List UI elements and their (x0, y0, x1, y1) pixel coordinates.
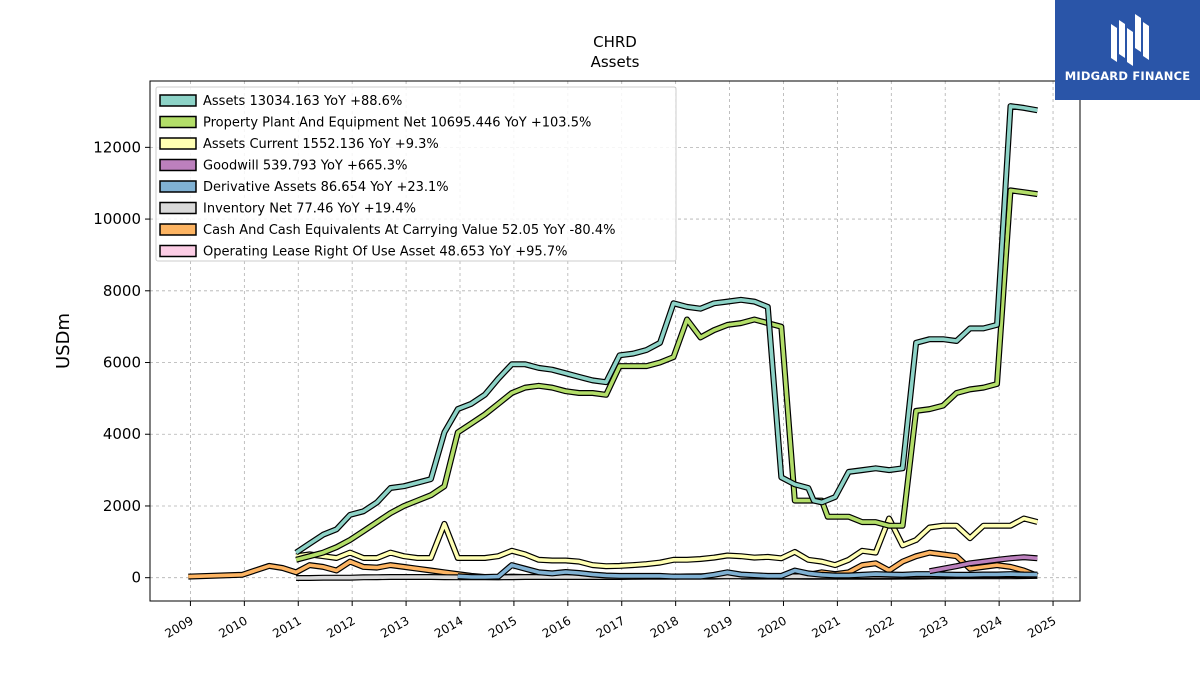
legend-swatch-property-plant-and-equipment-net (159, 115, 197, 129)
chart-title: CHRD (593, 33, 637, 51)
y-tick-label: 12000 (93, 138, 141, 156)
legend-swatch-assets (159, 94, 197, 107)
legend-label-goodwill: Goodwill 539.793 YoY +665.3% (203, 159, 407, 174)
x-tick-label: 2011 (270, 613, 303, 640)
x-tick-label: 2024 (971, 613, 1004, 640)
x-tick-label: 2025 (1025, 613, 1058, 640)
legend-label-assets-current: Assets Current 1552.136 YoY +9.3% (203, 137, 439, 152)
chart-subtitle: Assets (591, 53, 640, 71)
brand-logo: MIDGARD FINANCE (1055, 0, 1200, 100)
x-tick-label: 2022 (863, 613, 896, 640)
y-tick-label: 4000 (103, 425, 141, 443)
y-axis: 0 2000 4000 6000 8000 10000 12000 (93, 138, 150, 587)
legend-label-property-plant-and-equipment-net: Property Plant And Equipment Net 10695.4… (203, 116, 591, 131)
series-line-assets (295, 104, 1038, 555)
x-tick-label: 2020 (756, 613, 789, 640)
legend-swatch-cash-and-cash-equivalents-at-carrying-value (159, 223, 197, 236)
legend-label-cash-and-cash-equivalents-at-carrying-value: Cash And Cash Equivalents At Carrying Va… (203, 223, 615, 238)
y-tick-label: 10000 (93, 210, 141, 228)
x-tick-label: 2018 (648, 613, 681, 640)
x-tick-label: 2015 (486, 613, 519, 640)
legend-swatch-inventory-net (159, 201, 197, 215)
legend-swatch-goodwill (159, 158, 197, 172)
series-outline-assets-current (295, 515, 1039, 570)
legend-swatch-operating-lease-right-of-use-asset (159, 244, 197, 258)
series-lines (188, 103, 1039, 581)
y-tick-label: 6000 (103, 354, 141, 372)
y-axis-label: USDm (53, 313, 74, 369)
x-axis: 2009 2010 2011 2012 2013 2014 2015 2016 2017 2018… (162, 601, 1059, 641)
legend: Assets 13034.163 YoY +88.6% Property Plan… (155, 86, 677, 262)
x-tick-label: 2017 (594, 613, 627, 640)
series-line-goodwill (929, 555, 1038, 573)
plot-frame (149, 80, 1081, 602)
legend-box (155, 86, 677, 262)
x-tick-label: 2019 (702, 613, 735, 640)
y-tick-label: 2000 (103, 497, 141, 515)
legend-swatch-derivative-assets (159, 180, 197, 193)
y-tick-label: 0 (131, 569, 141, 587)
legend-label-derivative-assets: Derivative Assets 86.654 YoY +23.1% (203, 180, 449, 195)
legend-label-assets: Assets 13034.163 YoY +88.6% (203, 94, 402, 109)
series-line-property-plant-and-equipment-net (295, 188, 1038, 562)
series-line-assets-current (295, 516, 1038, 569)
y-tick-label: 8000 (103, 282, 141, 300)
x-tick-label: 2016 (540, 613, 573, 640)
x-tick-label: 2012 (324, 613, 357, 640)
brand-name: MIDGARD FINANCE (1064, 69, 1191, 83)
x-tick-label: 2013 (378, 613, 411, 640)
x-tick-label: 2010 (216, 613, 249, 640)
series-line-derivative-assets (457, 563, 1038, 579)
x-tick-label: 2023 (917, 613, 950, 640)
legend-label-inventory-net: Inventory Net 77.46 YoY +19.4% (203, 202, 416, 217)
x-tick-label: 2009 (162, 613, 195, 640)
x-tick-label: 2021 (809, 613, 842, 640)
legend-label-operating-lease-right-of-use-asset: Operating Lease Right Of Use Asset 48.65… (203, 245, 567, 260)
x-tick-label: 2014 (432, 613, 465, 640)
legend-swatch-assets-current (159, 137, 197, 150)
brand-mark-icon (1111, 14, 1149, 66)
